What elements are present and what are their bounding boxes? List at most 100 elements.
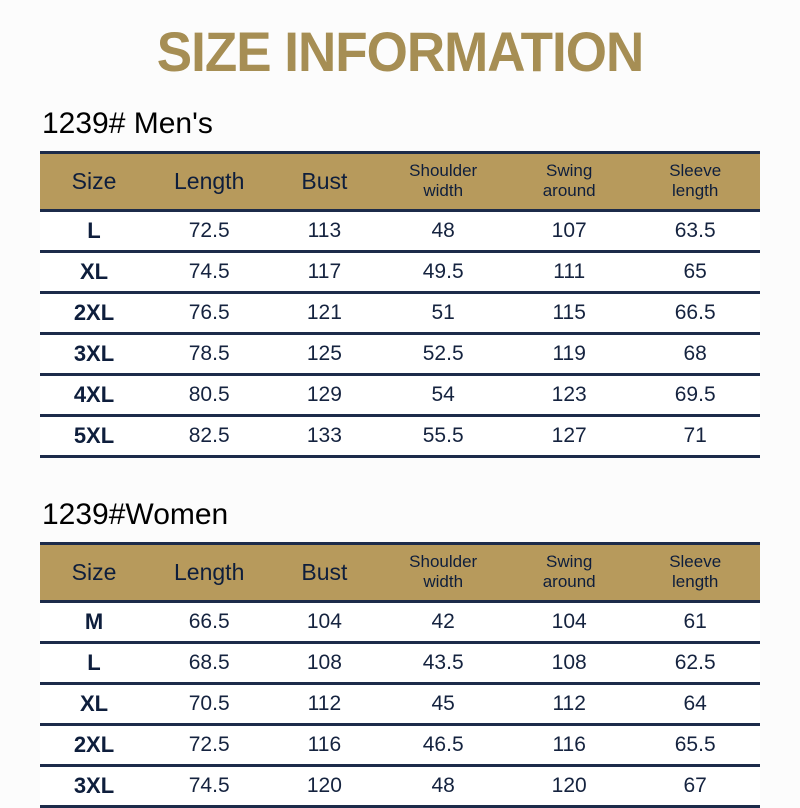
size-cell: XL (40, 683, 148, 726)
measurement-cell: 112 (270, 683, 379, 726)
measurement-cell: 54 (378, 374, 508, 417)
column-header: Sleeve length (630, 151, 760, 212)
measurement-cell: 121 (270, 292, 379, 335)
table-row: L 72.5 113 48 107 63.5 (40, 210, 760, 253)
measurement-cell: 115 (507, 292, 631, 335)
measurement-cell: 113 (270, 210, 379, 253)
size-cell: 2XL (40, 724, 148, 767)
measurement-cell: 70.5 (148, 683, 271, 726)
womens-table-body: M 66.5 104 42 104 61 L 68.5 108 43.5 108 62.5 XL 70.5… (40, 601, 760, 808)
column-header: Bust (270, 541, 379, 603)
measurement-cell: 125 (270, 333, 379, 376)
table-row: 3XL 74.5 120 48 120 67 (40, 765, 760, 808)
measurement-cell: 48 (378, 765, 508, 808)
column-header: Length (148, 541, 271, 603)
table-row: 2XL 72.5 116 46.5 116 65.5 (40, 724, 760, 767)
column-header: Swing around (507, 151, 631, 212)
column-header: Length (148, 151, 271, 212)
size-cell: 5XL (40, 415, 148, 458)
measurement-cell: 68 (630, 333, 760, 376)
measurement-cell: 66.5 (630, 292, 760, 335)
size-cell: 2XL (40, 292, 148, 335)
size-cell: 4XL (40, 374, 148, 417)
table-row: 2XL 76.5 121 51 115 66.5 (40, 292, 760, 335)
table-row: XL 70.5 112 45 112 64 (40, 683, 760, 726)
table-row: XL 74.5 117 49.5 111 65 (40, 251, 760, 294)
table-row: 3XL 78.5 125 52.5 119 68 (40, 333, 760, 376)
womens-section-heading: 1239#Women (42, 497, 229, 531)
womens-table-head: Size Length Bust Shoulder width Swing around… (40, 541, 760, 603)
measurement-cell: 133 (270, 415, 379, 458)
measurement-cell: 68.5 (148, 642, 271, 685)
measurement-cell: 76.5 (148, 292, 271, 335)
measurement-cell: 49.5 (378, 251, 508, 294)
measurement-cell: 80.5 (148, 374, 271, 417)
measurement-cell: 74.5 (148, 765, 271, 808)
measurement-cell: 111 (507, 251, 631, 294)
measurement-cell: 46.5 (378, 724, 508, 767)
mens-table-head: Size Length Bust Shoulder width Swing around… (40, 151, 760, 212)
measurement-cell: 45 (378, 683, 508, 726)
measurement-cell: 66.5 (148, 601, 271, 644)
measurement-cell: 61 (630, 601, 760, 644)
mens-size-table: Size Length Bust Shoulder width Swing around… (40, 151, 760, 458)
page-title: SIZE INFORMATION (156, 21, 645, 84)
column-header: Sleeve length (630, 541, 760, 603)
table-row: 5XL 82.5 133 55.5 127 71 (40, 415, 760, 458)
womens-size-table: Size Length Bust Shoulder width Swing around… (40, 541, 760, 808)
table-row: 4XL 80.5 129 54 123 69.5 (40, 374, 760, 417)
measurement-cell: 69.5 (630, 374, 760, 417)
measurement-cell: 123 (507, 374, 631, 417)
measurement-cell: 63.5 (630, 210, 760, 253)
womens-size-section: 1239#Women Size Length Bust Shoulder width S… (40, 498, 760, 808)
header-row: Size Length Bust Shoulder width Swing around… (40, 541, 760, 603)
size-cell: 3XL (40, 765, 148, 808)
measurement-cell: 120 (507, 765, 631, 808)
size-cell: L (40, 210, 148, 253)
column-header: Size (40, 541, 148, 603)
measurement-cell: 51 (378, 292, 508, 335)
header-row: Size Length Bust Shoulder width Swing around… (40, 151, 760, 212)
table-row: L 68.5 108 43.5 108 62.5 (40, 642, 760, 685)
measurement-cell: 117 (270, 251, 379, 294)
measurement-cell: 116 (507, 724, 631, 767)
measurement-cell: 78.5 (148, 333, 271, 376)
measurement-cell: 127 (507, 415, 631, 458)
column-header: Bust (270, 151, 379, 212)
column-header: Swing around (507, 541, 631, 603)
measurement-cell: 107 (507, 210, 631, 253)
measurement-cell: 65.5 (630, 724, 760, 767)
measurement-cell: 119 (507, 333, 631, 376)
measurement-cell: 55.5 (378, 415, 508, 458)
measurement-cell: 72.5 (148, 724, 271, 767)
measurement-cell: 74.5 (148, 251, 271, 294)
measurement-cell: 72.5 (148, 210, 271, 253)
measurement-cell: 129 (270, 374, 379, 417)
measurement-cell: 65 (630, 251, 760, 294)
measurement-cell: 82.5 (148, 415, 271, 458)
measurement-cell: 104 (270, 601, 379, 644)
measurement-cell: 112 (507, 683, 631, 726)
measurement-cell: 71 (630, 415, 760, 458)
measurement-cell: 108 (507, 642, 631, 685)
measurement-cell: 52.5 (378, 333, 508, 376)
measurement-cell: 43.5 (378, 642, 508, 685)
size-cell: M (40, 601, 148, 644)
measurement-cell: 62.5 (630, 642, 760, 685)
table-row: M 66.5 104 42 104 61 (40, 601, 760, 644)
size-cell: L (40, 642, 148, 685)
mens-size-section: 1239# Men's Size Length Bust Shoulder width… (40, 107, 760, 458)
measurement-cell: 48 (378, 210, 508, 253)
column-header: Size (40, 151, 148, 212)
measurement-cell: 64 (630, 683, 760, 726)
measurement-cell: 67 (630, 765, 760, 808)
column-header: Shoulder width (378, 151, 508, 212)
size-cell: 3XL (40, 333, 148, 376)
mens-section-heading: 1239# Men's (42, 107, 213, 140)
measurement-cell: 116 (270, 724, 379, 767)
measurement-cell: 120 (270, 765, 379, 808)
size-cell: XL (40, 251, 148, 294)
column-header: Shoulder width (378, 541, 508, 603)
measurement-cell: 42 (378, 601, 508, 644)
